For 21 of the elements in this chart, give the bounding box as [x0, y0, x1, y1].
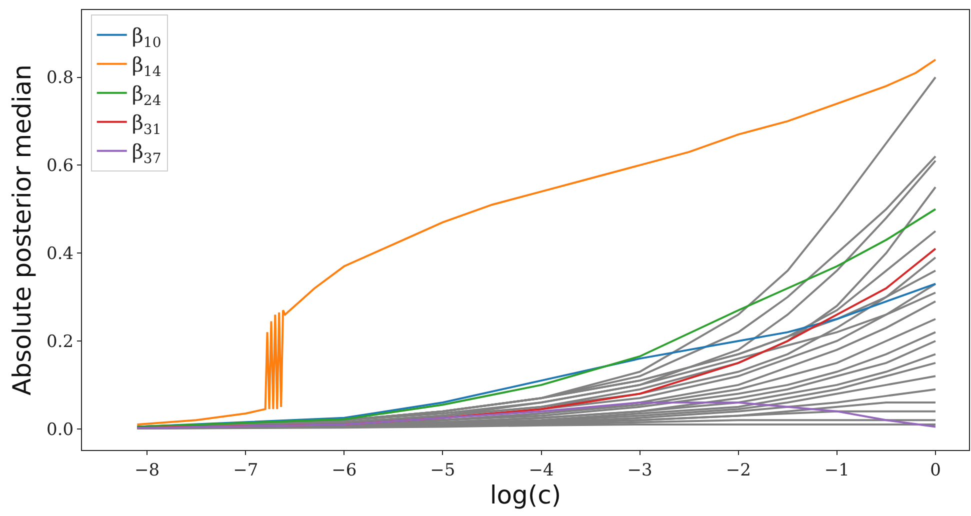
y-tick-label: 0.8	[46, 68, 74, 88]
x-tick-label: −1	[824, 460, 850, 480]
x-tick-label: −3	[627, 460, 652, 480]
legend-label: β$_{14}$	[132, 52, 162, 80]
x-axis-title: log(c)	[490, 480, 562, 510]
x-tick-label: −8	[134, 460, 160, 480]
x-tick-label: −4	[528, 460, 554, 480]
y-tick-label: 0.4	[46, 244, 74, 264]
x-tick-label: 0	[930, 460, 941, 480]
y-tick-label: 0.0	[46, 420, 74, 440]
x-tick-label: −5	[430, 460, 456, 480]
x-tick-label: −2	[726, 460, 751, 480]
legend-label: β$_{37}$	[132, 140, 162, 167]
x-tick-label: −7	[233, 460, 258, 480]
legend-label: β$_{10}$	[132, 24, 162, 51]
y-axis-title: Absolute posterior median	[7, 64, 36, 396]
x-tick-label: −6	[332, 460, 357, 480]
y-tick-label: 0.2	[46, 332, 74, 352]
y-tick-label: 0.6	[46, 156, 74, 176]
legend-label: β$_{24}$	[132, 82, 162, 109]
legend-label: β$_{31}$	[132, 110, 162, 138]
